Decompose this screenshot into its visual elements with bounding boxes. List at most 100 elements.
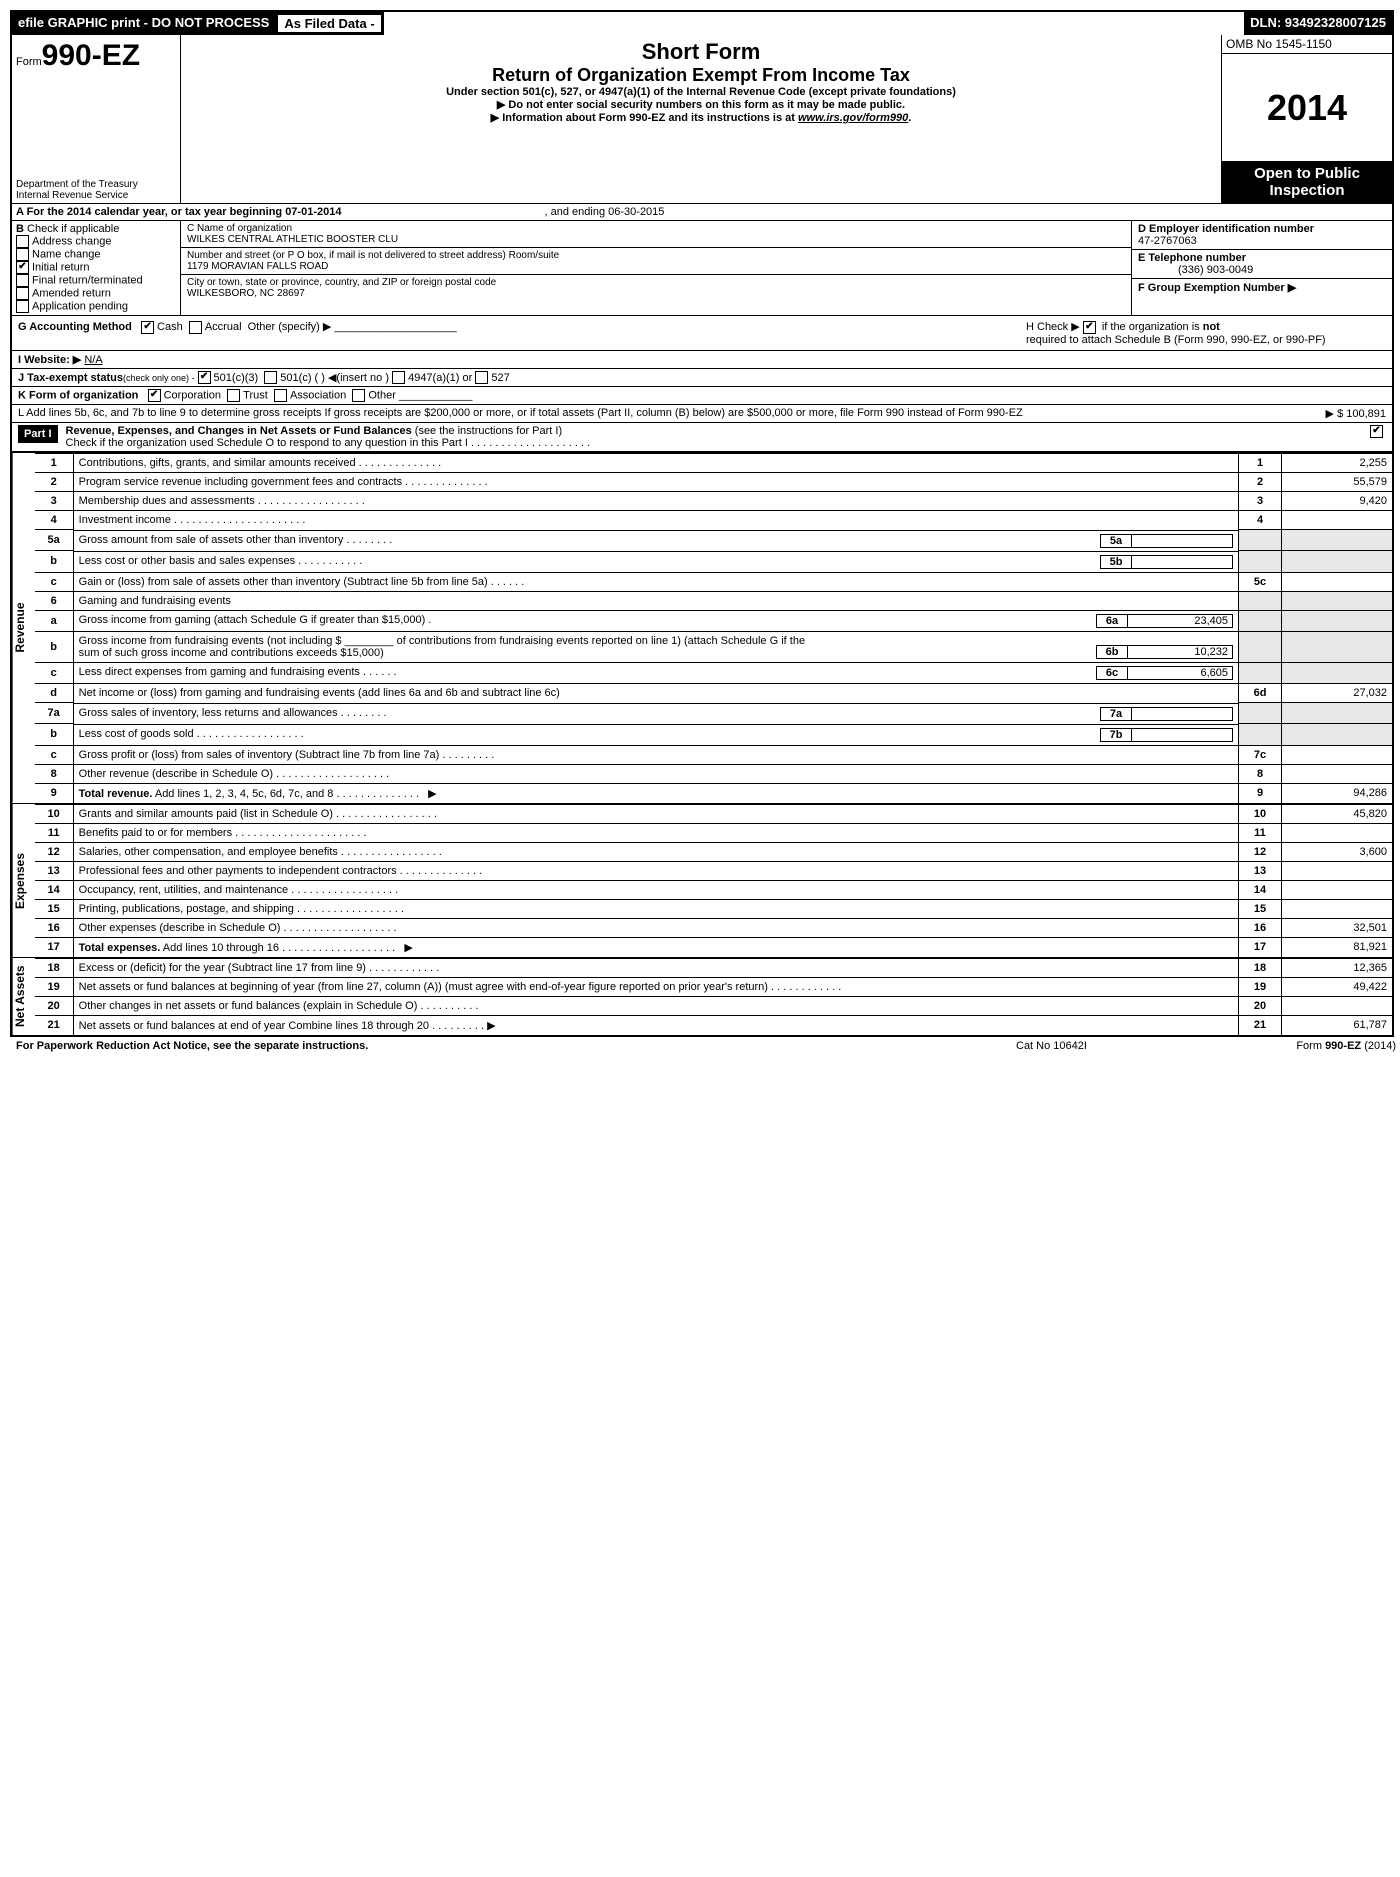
checkbox-amended[interactable] xyxy=(16,287,29,300)
expenses-section: Expenses 10Grants and similar amounts pa… xyxy=(12,803,1392,957)
checkbox-527[interactable] xyxy=(475,371,488,384)
accrual-label: Accrual xyxy=(205,321,242,333)
column-d-ein: D Employer identification number 47-2767… xyxy=(1132,221,1392,315)
org-name-cell: C Name of organization WILKES CENTRAL AT… xyxy=(181,221,1131,248)
revenue-label: Revenue xyxy=(12,453,35,803)
org-name: WILKES CENTRAL ATHLETIC BOOSTER CLU xyxy=(187,234,398,245)
top-bar: efile GRAPHIC print - DO NOT PROCESS As … xyxy=(12,12,1392,35)
row-h-schedule-b: H Check ▶ ✔ if the organization is not r… xyxy=(1026,320,1386,346)
checkbox-accrual[interactable] xyxy=(189,321,202,334)
column-c-org-info: C Name of organization WILKES CENTRAL AT… xyxy=(181,221,1132,315)
line-12: 12Salaries, other compensation, and empl… xyxy=(35,842,1392,861)
checkbox-pending[interactable] xyxy=(16,300,29,313)
form-990ez-page: efile GRAPHIC print - DO NOT PROCESS As … xyxy=(10,10,1394,1037)
checkbox-501c[interactable] xyxy=(264,371,277,384)
checkbox-cash[interactable]: ✔ xyxy=(141,321,154,334)
ein-value: 47-2767063 xyxy=(1138,235,1197,247)
line-10: 10Grants and similar amounts paid (list … xyxy=(35,804,1392,823)
part-i-see: (see the instructions for Part I) xyxy=(415,425,562,437)
tel-label: E Telephone number xyxy=(1138,252,1246,264)
tax-year: 2014 xyxy=(1222,54,1392,161)
checkbox-trust[interactable] xyxy=(227,389,240,402)
city-value: WILKESBORO, NC 28697 xyxy=(187,288,305,299)
netassets-label: Net Assets xyxy=(12,958,35,1035)
form-year-ref: (2014) xyxy=(1364,1040,1396,1052)
line-4: 4Investment income . . . . . . . . . . .… xyxy=(35,511,1392,530)
checkbox-4947[interactable] xyxy=(392,371,405,384)
tel-value: (336) 903-0049 xyxy=(1178,264,1253,276)
amended-label: Amended return xyxy=(32,287,111,299)
dln-number: DLN: 93492328007125 xyxy=(1244,12,1392,35)
form-word: Form xyxy=(1296,1040,1322,1052)
row-l-value: $ 100,891 xyxy=(1337,408,1386,420)
line-7c: cGross profit or (loss) from sales of in… xyxy=(35,745,1392,764)
checkbox-final[interactable] xyxy=(16,274,29,287)
col-b-label: B xyxy=(16,223,24,235)
row-a-tax-year: A For the 2014 calendar year, or tax yea… xyxy=(12,204,1392,221)
omb-number: OMB No 1545-1150 xyxy=(1222,35,1392,54)
row-g-h: G Accounting Method ✔Cash Accrual Other … xyxy=(12,316,1392,351)
row-l-gross-receipts: L Add lines 5b, 6c, and 7b to line 9 to … xyxy=(12,405,1392,423)
row-h-text3: required to attach Schedule B (Form 990,… xyxy=(1026,334,1326,346)
expenses-table: 10Grants and similar amounts paid (list … xyxy=(35,804,1392,957)
checkbox-other-org[interactable] xyxy=(352,389,365,402)
checkbox-address[interactable] xyxy=(16,235,29,248)
form-number: 990-EZ xyxy=(42,39,140,72)
ein-cell: D Employer identification number 47-2767… xyxy=(1132,221,1392,250)
website-value: N/A xyxy=(84,354,102,366)
pending-label: Application pending xyxy=(32,300,128,312)
website-label: I Website: ▶ xyxy=(18,354,81,366)
corp-label: Corporation xyxy=(164,390,221,402)
row-i-website: I Website: ▶ N/A xyxy=(12,351,1392,369)
checkbox-initial[interactable]: ✔ xyxy=(16,261,29,274)
line-3: 3Membership dues and assessments . . . .… xyxy=(35,492,1392,511)
row-h-check: H Check ▶ xyxy=(1026,321,1080,333)
line-1: 1Contributions, gifts, grants, and simil… xyxy=(35,454,1392,473)
checkbox-corp[interactable]: ✔ xyxy=(148,389,161,402)
checkbox-501c3[interactable]: ✔ xyxy=(198,371,211,384)
revenue-section: Revenue 1Contributions, gifts, grants, a… xyxy=(12,452,1392,803)
checkbox-h[interactable]: ✔ xyxy=(1083,321,1096,334)
org-form-label: K Form of organization xyxy=(18,390,138,402)
check-only-one: (check only one) - xyxy=(123,373,195,383)
trust-label: Trust xyxy=(243,390,268,402)
527-label: 527 xyxy=(491,372,509,384)
line-17: 17Total expenses. Add lines 10 through 1… xyxy=(35,937,1392,957)
irs-link[interactable]: www.irs.gov/form990 xyxy=(798,112,908,124)
street-label: Number and street (or P O box, if mail i… xyxy=(187,250,559,261)
line-9: 9Total revenue. Add lines 1, 2, 3, 4, 5c… xyxy=(35,783,1392,803)
line-7b: bLess cost of goods sold . . . . . . . .… xyxy=(35,724,1392,746)
line-5a: 5aGross amount from sale of assets other… xyxy=(35,530,1392,551)
as-filed-label: As Filed Data - xyxy=(276,13,382,34)
line-13: 13Professional fees and other payments t… xyxy=(35,861,1392,880)
info-prefix: ▶ Information about Form 990-EZ and its … xyxy=(491,112,798,124)
checkbox-name[interactable] xyxy=(16,248,29,261)
line-6: 6Gaming and fundraising events xyxy=(35,591,1392,610)
line-6c: cLess direct expenses from gaming and fu… xyxy=(35,662,1392,684)
org-name-label: C Name of organization xyxy=(187,223,292,234)
tel-cell: E Telephone number (336) 903-0049 xyxy=(1132,250,1392,279)
form-990ez-ref: 990-EZ xyxy=(1325,1040,1361,1052)
netassets-section: Net Assets 18Excess or (deficit) for the… xyxy=(12,957,1392,1035)
line-5c: cGain or (loss) from sale of assets othe… xyxy=(35,572,1392,591)
revenue-table: 1Contributions, gifts, grants, and simil… xyxy=(35,453,1392,803)
part-i-title: Revenue, Expenses, and Changes in Net As… xyxy=(66,425,412,437)
addr-change-label: Address change xyxy=(32,235,112,247)
section-bcd: B Check if applicable Address change Nam… xyxy=(12,221,1392,316)
row-a-label: A For the 2014 calendar year, or tax yea… xyxy=(16,206,341,218)
part-i-header-row: Part I Revenue, Expenses, and Changes in… xyxy=(12,423,1392,452)
dept-treasury: Department of the Treasury Internal Reve… xyxy=(16,179,138,201)
checkbox-schedule-o[interactable]: ✔ xyxy=(1370,425,1383,438)
row-a-ending: , and ending 06-30-2015 xyxy=(545,206,665,218)
name-change-label: Name change xyxy=(32,248,101,260)
line-15: 15Printing, publications, postage, and s… xyxy=(35,899,1392,918)
row-l-arrow: ▶ xyxy=(1326,408,1334,420)
column-b-checkboxes: B Check if applicable Address change Nam… xyxy=(12,221,181,315)
line-20: 20Other changes in net assets or fund ba… xyxy=(35,996,1392,1015)
return-title: Return of Organization Exempt From Incom… xyxy=(189,65,1213,86)
short-form-title: Short Form xyxy=(189,39,1213,65)
line-7a: 7aGross sales of inventory, less returns… xyxy=(35,703,1392,724)
checkbox-assoc[interactable] xyxy=(274,389,287,402)
other-org-label: Other xyxy=(368,390,396,402)
expenses-label: Expenses xyxy=(12,804,35,957)
